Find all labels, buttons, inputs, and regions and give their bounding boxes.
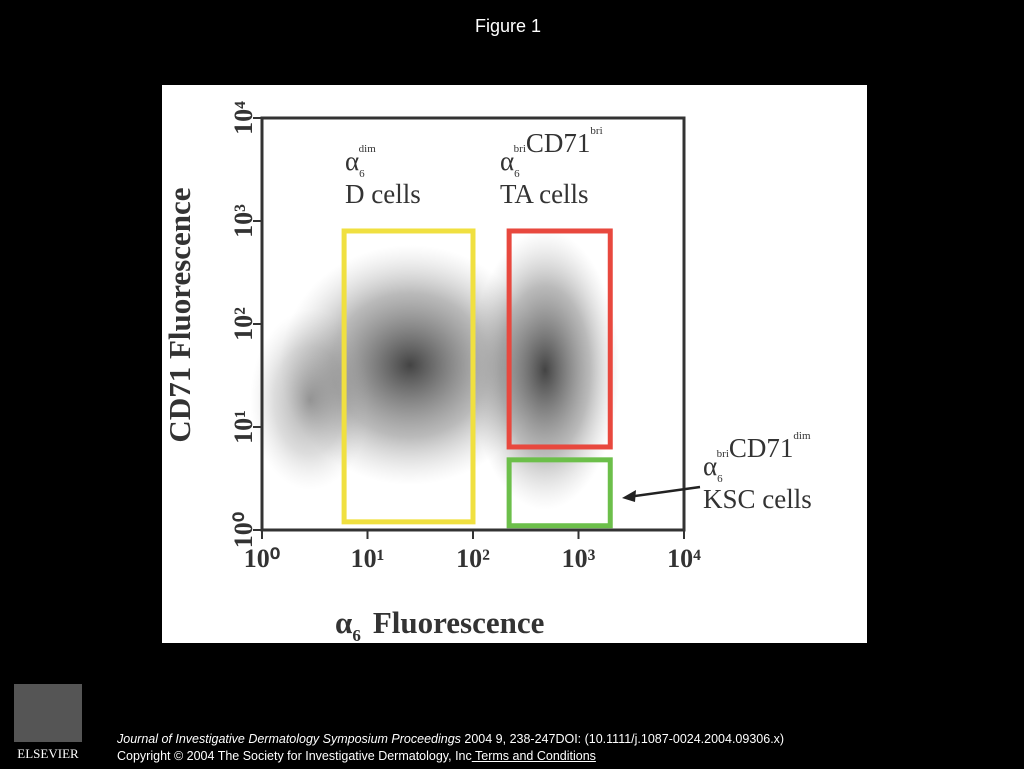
x-label-text: Fluorescence xyxy=(373,605,545,640)
y-tick-label: 10² xyxy=(229,307,258,341)
gate xyxy=(506,457,613,529)
gate-label: α6 briCD71dim xyxy=(703,430,811,485)
slide-title: Figure 1 xyxy=(475,16,541,36)
x-tick-label: 10² xyxy=(456,544,490,573)
x-tick-label: 10³ xyxy=(562,544,596,573)
gate-label-sup: bri xyxy=(717,448,729,460)
gate-name: KSC cells xyxy=(703,484,812,514)
y-tick-label: 10⁴ xyxy=(229,101,258,135)
journal: Journal of Investigative Dermatology Sym… xyxy=(117,732,461,746)
x-label-sub: 6 xyxy=(352,626,361,645)
gate xyxy=(341,228,476,525)
gate-label: α6 briCD71bri xyxy=(500,125,603,180)
arrow-head xyxy=(622,490,636,502)
logo-tree xyxy=(14,684,82,742)
y-tick-label: 10⁰ xyxy=(229,512,258,548)
gate-label-text: CD71 xyxy=(729,433,794,463)
y-axis-label: CD71 Fluorescence xyxy=(162,187,197,442)
gate-label-sup: dim xyxy=(359,143,377,155)
gate-label-sup: dim xyxy=(793,430,811,442)
citation: 2004 9, 238-247DOI: (10.1111/j.1087-0024… xyxy=(460,732,785,746)
y-tick-label: 10¹ xyxy=(229,410,258,444)
gate-label-text: CD71 xyxy=(526,128,591,158)
x-label-symbol: α xyxy=(335,605,352,640)
y-tick-label: 10³ xyxy=(229,204,258,238)
arrow xyxy=(627,485,701,499)
gate-name: D cells xyxy=(345,179,421,209)
gate-label: α6 dim xyxy=(345,143,376,180)
gate-label-sub: 6 xyxy=(514,168,520,180)
gate-label-text: α xyxy=(500,146,514,176)
gate-label-sup: bri xyxy=(514,143,526,155)
gate-label-sub: 6 xyxy=(359,168,365,180)
gate-label-sup: bri xyxy=(590,125,602,137)
logo-text: ELSEVIER xyxy=(17,746,79,761)
x-tick-label: 10⁰ xyxy=(244,544,280,573)
logo: ELSEVIER xyxy=(10,682,86,764)
gate-label-sub: 6 xyxy=(717,473,723,485)
caption-line: Copyright © 2004 The Society for Investi… xyxy=(117,748,784,765)
gate-name: TA cells xyxy=(500,179,589,209)
gate-label-text: α xyxy=(703,451,717,481)
density-shading xyxy=(470,230,620,510)
x-tick-label: 10⁴ xyxy=(667,544,701,573)
density-shading xyxy=(250,310,370,490)
gate xyxy=(506,228,613,450)
caption: Journal of Investigative Dermatology Sym… xyxy=(117,731,784,765)
x-axis-label: α6 Fluorescence xyxy=(335,605,544,645)
logo-art: ELSEVIER xyxy=(14,684,82,761)
gate-label-text: α xyxy=(345,146,359,176)
terms-link[interactable]: Terms and Conditions xyxy=(471,749,596,763)
x-tick-label: 10¹ xyxy=(351,544,385,573)
copyright: Copyright © 2004 The Society for Investi… xyxy=(117,749,472,763)
caption-line: Journal of Investigative Dermatology Sym… xyxy=(117,731,784,748)
